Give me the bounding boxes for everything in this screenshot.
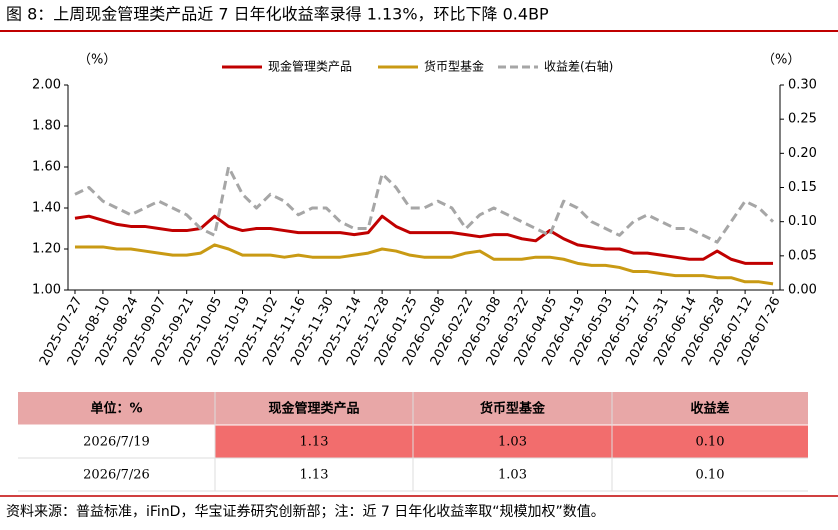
- y-tick-label: 1.00: [32, 283, 61, 298]
- table-header-cell: 货币型基金: [480, 401, 546, 417]
- table-header-cell: 单位：%: [90, 401, 142, 417]
- y-tick-label: 1.40: [32, 201, 61, 216]
- y2-tick-label: 0.25: [788, 112, 817, 127]
- y2-tick-label: 0.20: [788, 146, 817, 161]
- table-cell: 2026/7/19: [83, 435, 150, 450]
- series-line: [74, 214, 774, 265]
- table-cell: 1.03: [498, 435, 527, 450]
- table-header-cell: 收益差: [690, 401, 729, 417]
- y2-tick-label: 0.15: [788, 180, 817, 195]
- table: 单位：% 现金管理类产品 货币型基金 收益差 2026/7/19 1.13 1.03 0.10…: [18, 392, 808, 492]
- y2-tick-label: 0.05: [788, 248, 817, 263]
- table-cell: 0.10: [696, 468, 725, 483]
- y2-tick-label: 0.00: [788, 283, 817, 298]
- table-cell: 1.13: [300, 468, 329, 483]
- table-header-cell: 现金管理类产品: [268, 401, 359, 417]
- y-tick-label: 1.80: [32, 119, 61, 134]
- y-tick-label: 1.20: [32, 242, 61, 257]
- series-line: [74, 243, 774, 286]
- highlight-bg: [215, 425, 808, 458]
- legend-label: 货币型基金: [424, 59, 484, 74]
- chart-title: 图 8：上周现金管理类产品近 7 日年化收益率录得 1.13%，环比下降 0.4…: [6, 5, 549, 24]
- y-tick-label: 1.60: [32, 160, 61, 175]
- series-line: [74, 165, 775, 244]
- y2-axis-label: （%）: [762, 53, 800, 68]
- legend-label: 收益差(右轴): [544, 59, 613, 74]
- y-axis-label: （%）: [78, 53, 116, 68]
- y-tick-label: 2.00: [32, 78, 61, 93]
- table-cell: 1.03: [498, 468, 527, 483]
- source-note: 资料来源：普益标准，iFinD，华宝证券研究创新部；注：近 7 日年化收益率取“…: [6, 503, 605, 520]
- legend-label: 现金管理类产品: [268, 59, 352, 74]
- y2-tick-label: 0.10: [788, 214, 817, 229]
- table-cell: 1.13: [300, 435, 329, 450]
- table-cell: 0.10: [696, 435, 725, 450]
- y2-tick-label: 0.30: [788, 78, 817, 93]
- table-cell: 2026/7/26: [83, 468, 150, 483]
